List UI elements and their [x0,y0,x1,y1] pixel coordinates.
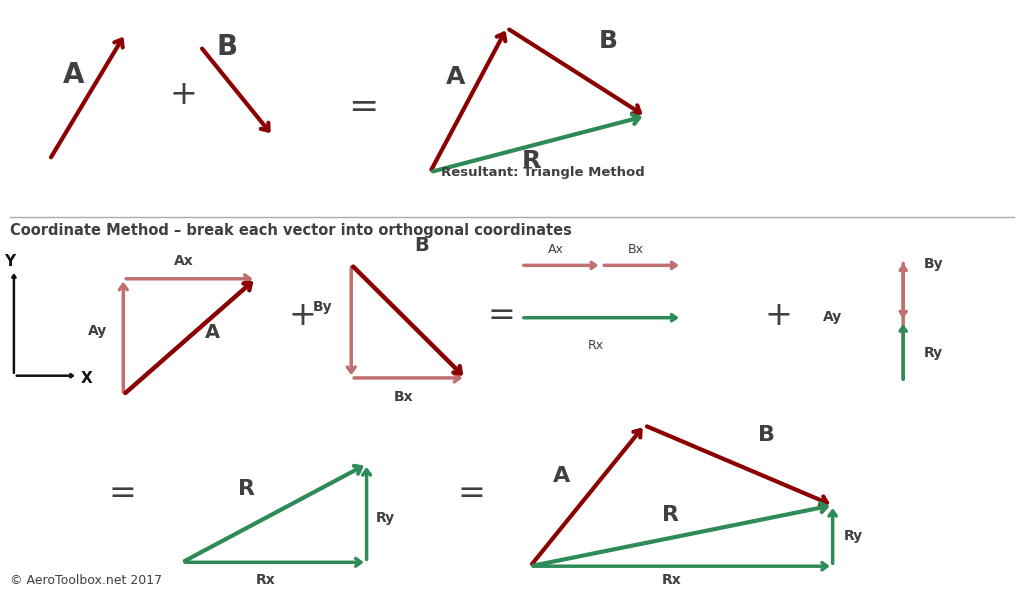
Text: Rx: Rx [588,339,604,352]
Text: Ry: Ry [844,528,863,543]
Text: Ax: Ax [174,253,194,268]
Text: Rx: Rx [662,574,681,587]
Text: R: R [238,480,255,499]
Text: Ry: Ry [376,511,395,525]
Text: Rx: Rx [256,573,275,587]
Text: Ax: Ax [548,243,563,256]
Text: A: A [445,65,465,89]
Text: Y: Y [4,253,15,268]
Text: =: = [109,477,137,511]
Text: R: R [662,505,679,525]
Text: Ay: Ay [822,311,842,324]
Text: A: A [62,61,84,89]
Text: Bx: Bx [393,390,413,404]
Text: Bx: Bx [628,243,644,256]
Text: Coordinate Method – break each vector into orthogonal coordinates: Coordinate Method – break each vector in… [10,223,572,238]
Text: =: = [457,477,485,511]
Text: +: + [764,299,793,332]
Text: A: A [553,466,570,487]
Text: A: A [205,324,220,342]
Text: Ry: Ry [924,346,943,360]
Text: B: B [217,33,238,61]
Text: +: + [288,299,316,332]
Text: B: B [415,236,429,255]
Text: =: = [487,299,516,332]
Text: +: + [170,79,198,111]
Text: X: X [81,371,92,386]
Text: Ay: Ay [88,324,108,338]
Text: By: By [313,300,333,314]
Text: By: By [924,257,943,271]
Text: R: R [522,149,542,173]
Text: B: B [759,425,775,444]
Text: B: B [599,29,618,53]
Text: © AeroToolbox.net 2017: © AeroToolbox.net 2017 [10,574,163,587]
Text: =: = [348,90,379,124]
Text: Resultant: Triangle Method: Resultant: Triangle Method [441,166,644,179]
